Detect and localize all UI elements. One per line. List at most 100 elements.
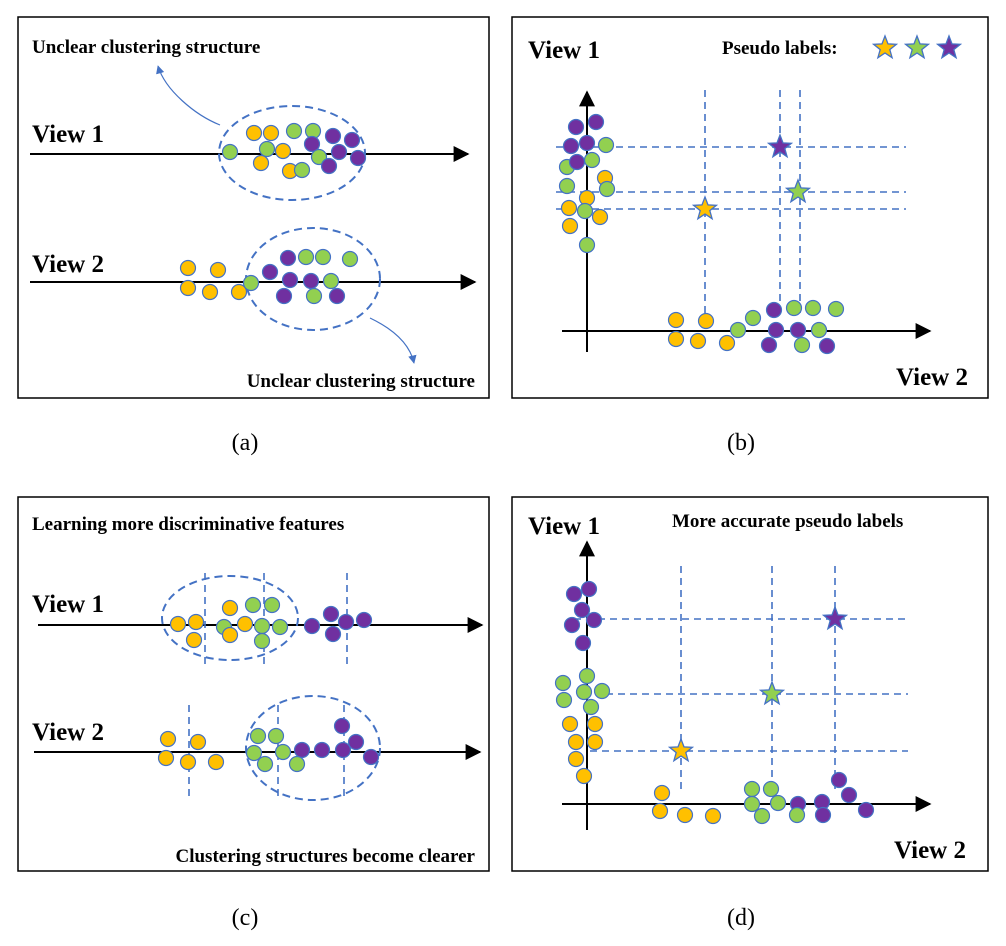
- yellow-point: [252, 154, 270, 172]
- panel-c-top-note: Learning more discriminative features: [32, 514, 344, 535]
- green-point: [793, 336, 811, 354]
- purple-point: [587, 113, 605, 131]
- panel-b-points: [558, 34, 963, 355]
- legend-star-yellow: [871, 34, 899, 60]
- yellow-point: [221, 599, 239, 617]
- green-point: [810, 321, 828, 339]
- panel-a-top-note: Unclear clustering structure: [32, 37, 260, 58]
- green-point: [788, 806, 806, 824]
- purple-point: [857, 801, 875, 819]
- green-point: [598, 180, 616, 198]
- green-point: [285, 122, 303, 140]
- green-point: [578, 667, 596, 685]
- purple-point: [320, 157, 338, 175]
- purple-point: [281, 271, 299, 289]
- yellow-point: [689, 332, 707, 350]
- panel-b-view1-label: View 1: [528, 37, 600, 64]
- green-point: [322, 272, 340, 290]
- purple-point: [347, 733, 365, 751]
- panel-c-bottom-note: Clustering structures become clearer: [175, 846, 475, 867]
- yellow-point: [221, 626, 239, 644]
- yellow-point: [157, 749, 175, 767]
- purple-point: [580, 580, 598, 598]
- yellow-point: [667, 311, 685, 329]
- green-point: [253, 632, 271, 650]
- green-point: [242, 274, 260, 292]
- yellow-point: [274, 142, 292, 160]
- pseudo-label-star-purple: [766, 133, 794, 159]
- yellow-point: [586, 715, 604, 733]
- yellow-point: [169, 615, 187, 633]
- green-point: [274, 743, 292, 761]
- green-point: [555, 691, 573, 709]
- green-point: [341, 250, 359, 268]
- green-point: [297, 248, 315, 266]
- purple-point: [279, 249, 297, 267]
- purple-point: [565, 585, 583, 603]
- yellow-point: [189, 733, 207, 751]
- panel-a-bottom-note: Unclear clustering structure: [247, 371, 475, 392]
- green-point: [253, 617, 271, 635]
- yellow-point: [704, 807, 722, 825]
- panel-b-legend-label: Pseudo labels:: [722, 38, 838, 59]
- yellow-point: [201, 283, 219, 301]
- pseudo-label-star-green: [758, 680, 786, 706]
- green-point: [762, 780, 780, 798]
- caption-b: (b): [727, 430, 755, 456]
- purple-point: [830, 771, 848, 789]
- purple-point: [562, 137, 580, 155]
- yellow-point: [567, 733, 585, 751]
- green-point: [271, 618, 289, 636]
- green-point: [827, 300, 845, 318]
- yellow-point: [676, 806, 694, 824]
- green-point: [743, 795, 761, 813]
- yellow-point: [591, 208, 609, 226]
- panel-b: View 1 Pseudo labels: View 2: [511, 16, 989, 399]
- legend-star-purple: [935, 34, 963, 60]
- purple-point: [818, 337, 836, 355]
- purple-point: [767, 321, 785, 339]
- panel-d-guide-lines: [574, 566, 908, 790]
- yellow-point: [560, 199, 578, 217]
- purple-point: [324, 127, 342, 145]
- green-point: [744, 309, 762, 327]
- yellow-point: [575, 767, 593, 785]
- panel-a-view1-label: View 1: [32, 121, 104, 148]
- purple-point: [349, 149, 367, 167]
- purple-point: [333, 717, 351, 735]
- purple-point: [337, 613, 355, 631]
- purple-point: [567, 118, 585, 136]
- green-point: [597, 136, 615, 154]
- yellow-point: [667, 330, 685, 348]
- green-point: [288, 755, 306, 773]
- pseudo-label-star-yellow: [667, 737, 695, 763]
- yellow-point: [651, 802, 669, 820]
- legend-star-green: [903, 34, 931, 60]
- purple-point: [343, 131, 361, 149]
- purple-point: [330, 143, 348, 161]
- purple-point: [568, 153, 586, 171]
- purple-point: [322, 605, 340, 623]
- green-point: [753, 807, 771, 825]
- green-point: [244, 596, 262, 614]
- green-point: [249, 727, 267, 745]
- caption-c: (c): [232, 905, 259, 931]
- purple-point: [362, 748, 380, 766]
- purple-point: [760, 336, 778, 354]
- panel-d-points: [554, 580, 875, 825]
- yellow-point: [207, 753, 225, 771]
- yellow-point: [236, 615, 254, 633]
- yellow-point: [187, 613, 205, 631]
- purple-point: [563, 616, 581, 634]
- green-point: [785, 299, 803, 317]
- yellow-point: [209, 261, 227, 279]
- panel-a-bottom-arrow: [369, 317, 417, 364]
- green-point: [305, 287, 323, 305]
- panel-d-view1-label: View 1: [528, 513, 600, 540]
- green-point: [578, 236, 596, 254]
- purple-point: [328, 287, 346, 305]
- green-point: [267, 727, 285, 745]
- panel-c-frame: [17, 496, 490, 872]
- yellow-point: [159, 730, 177, 748]
- purple-point: [814, 806, 832, 824]
